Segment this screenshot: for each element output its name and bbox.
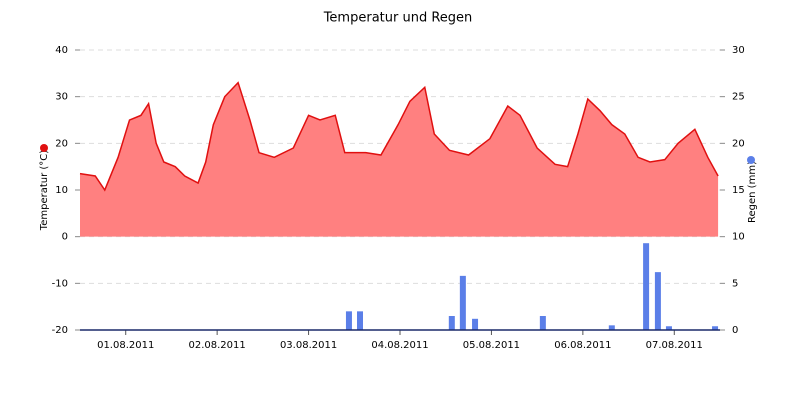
rain-bar (608, 325, 615, 330)
rain-bar (643, 243, 650, 330)
y2-tick-label: 30 (732, 45, 745, 56)
y2-tick-label: 25 (732, 92, 745, 103)
rain-bar (654, 272, 661, 330)
y-tick-label: -10 (52, 278, 68, 289)
y2-tick-label: 15 (732, 185, 745, 196)
y-tick-label: 20 (55, 138, 68, 149)
rain-bar (345, 311, 352, 330)
y2-tick-label: 5 (732, 278, 738, 289)
rain-bar (472, 318, 479, 330)
y2-tick-label: 0 (732, 325, 738, 336)
y-tick-label: 10 (55, 185, 68, 196)
x-tick-label: 05.08.2011 (463, 340, 520, 351)
y-tick-label: 40 (55, 45, 68, 56)
x-tick-label: 07.08.2011 (646, 340, 703, 351)
y-axis-label: Temperatur (°C) (39, 150, 50, 231)
y2-tick-label: 20 (732, 138, 745, 149)
rain-bar (665, 326, 672, 330)
y-tick-label: -20 (52, 325, 68, 336)
legend-marker (40, 144, 48, 152)
x-tick-label: 04.08.2011 (371, 340, 428, 351)
y2-tick-label: 10 (732, 232, 745, 243)
temperature-line (79, 81, 719, 192)
chart-title: Temperatur und Regen (323, 11, 473, 26)
y2-axis-label: Regen (mm) (747, 161, 758, 223)
x-tick-label: 06.08.2011 (554, 340, 611, 351)
temperature-area (80, 82, 719, 237)
legend-marker (747, 156, 755, 164)
x-tick-label: 02.08.2011 (189, 340, 246, 351)
y-tick-label: 0 (62, 232, 68, 243)
x-tick-label: 03.08.2011 (280, 340, 337, 351)
x-tick-label: 01.08.2011 (97, 340, 154, 351)
rain-bar (459, 275, 466, 330)
rain-bar (357, 311, 363, 330)
y-tick-label: 30 (55, 92, 68, 103)
rain-bar (712, 326, 719, 330)
rain-bar (539, 316, 546, 330)
rain-bar (448, 316, 455, 330)
